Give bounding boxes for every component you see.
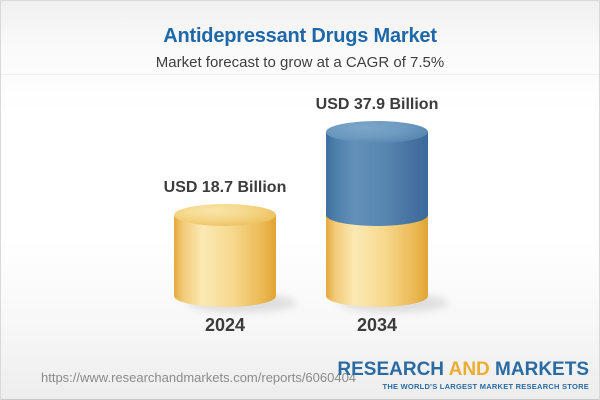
logo-tagline: THE WORLD'S LARGEST MARKET RESEARCH STOR… <box>382 382 589 391</box>
value-label-2024: USD 18.7 Billion <box>163 179 287 196</box>
logo-word-markets: MARKETS <box>495 359 589 380</box>
page-title: Antidepressant Drugs Market <box>163 25 437 47</box>
year-label-2024: 2024 <box>204 315 246 335</box>
logo-wordmark: RESEARCH AND MARKETS <box>337 359 589 381</box>
cylinder-top-cap <box>326 121 428 143</box>
value-label-2034: USD 37.9 Billion <box>315 96 439 113</box>
report-url: https://www.researchandmarkets.com/repor… <box>41 370 357 385</box>
segment-blue-growth-2034 <box>326 132 428 215</box>
cylinder-bar-2034 <box>326 121 448 312</box>
chart-header: Antidepressant Drugs Market Market forec… <box>1 1 599 75</box>
bar-group-2034: USD 37.9 Billion 2034 <box>316 96 448 336</box>
page-subtitle: Market forecast to grow at a CAGR of 7.5… <box>155 54 445 71</box>
segment-gold-2024 <box>174 215 276 296</box>
cylinder-top-cap <box>174 204 276 226</box>
logo-word-research: RESEARCH <box>337 359 445 380</box>
segment-junction-cap <box>326 204 428 226</box>
cylinder-bar-2024 <box>174 204 296 312</box>
segment-gold-base-2034 <box>326 215 428 296</box>
logo-word-and: AND <box>448 359 490 380</box>
bar-group-2024: USD 18.7 Billion 2024 <box>164 179 296 336</box>
research-and-markets-logo: RESEARCH AND MARKETS THE WORLD'S LARGEST… <box>337 359 589 391</box>
year-label-2034: 2034 <box>356 315 398 335</box>
